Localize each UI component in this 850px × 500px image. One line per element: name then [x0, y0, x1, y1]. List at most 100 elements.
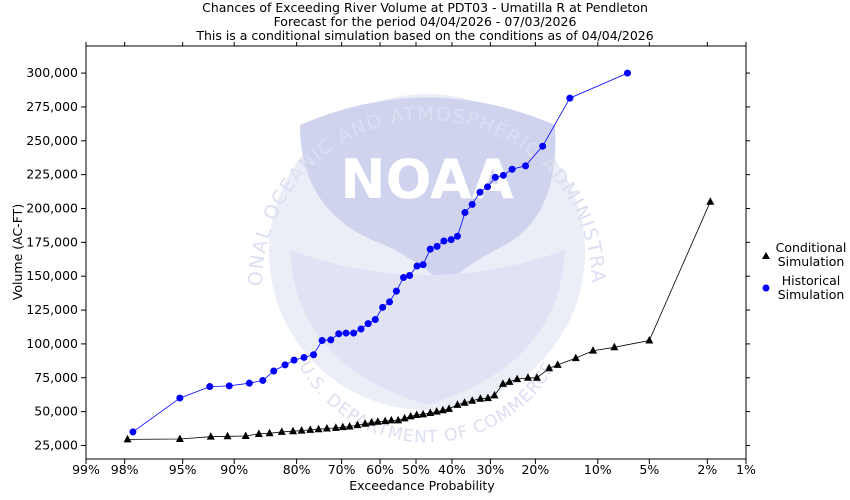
x-tick-label: 80%	[283, 462, 311, 477]
conditional-point	[331, 423, 340, 431]
conditional-point	[254, 429, 263, 437]
conditional-point	[553, 360, 562, 368]
y-tick-label: 250,000	[26, 133, 78, 148]
x-tick-label: 50%	[402, 462, 430, 477]
historical-point	[440, 237, 448, 245]
conditional-point	[206, 432, 215, 440]
historical-point	[447, 236, 455, 244]
historical-point	[129, 428, 137, 436]
conditional-point	[589, 346, 598, 354]
y-tick-label: 175,000	[26, 234, 78, 249]
historical-point	[357, 325, 365, 333]
conditional-point	[706, 197, 715, 205]
historical-point	[327, 336, 335, 344]
conditional-point	[498, 379, 507, 387]
conditional-point	[381, 416, 390, 425]
legend-historical-line1: Historical	[781, 273, 841, 288]
watermark-noaa-text: NOAA	[340, 148, 513, 211]
x-tick-label: 10%	[584, 462, 612, 477]
conditional-point	[400, 413, 409, 422]
historical-point	[484, 183, 492, 191]
conditional-point	[545, 363, 554, 372]
legend-conditional-line2: Simulation	[777, 254, 845, 269]
conditional-point	[123, 434, 132, 443]
historical-point	[290, 356, 298, 364]
y-tick-label: 200,000	[26, 200, 78, 215]
historical-point	[461, 209, 469, 217]
historical-point	[176, 394, 184, 402]
conditional-point	[505, 377, 514, 385]
conditional-point	[297, 426, 306, 434]
y-tick-label: 125,000	[26, 302, 78, 317]
conditional-point	[406, 411, 415, 420]
conditional-point	[445, 404, 454, 412]
y-axis: 25,000 50,000 75,000 100,000 125,000 150,000 1…	[26, 65, 750, 452]
conditional-point	[361, 419, 370, 427]
historical-point	[281, 361, 289, 369]
x-tick-label: 1%	[736, 462, 756, 477]
y-tick-label: 100,000	[26, 336, 78, 351]
historical-point	[623, 69, 631, 77]
legend-circle-marker	[762, 284, 770, 292]
conditional-point	[483, 393, 492, 402]
y-tick-label: 50,000	[34, 404, 78, 419]
conditional-point	[277, 427, 286, 435]
historical-point	[300, 353, 308, 361]
historical-point	[499, 171, 507, 179]
conditional-point	[241, 431, 250, 439]
conditional-point	[513, 374, 522, 383]
x-tick-label: 2%	[697, 462, 717, 477]
conditional-point	[571, 353, 580, 362]
conditional-point	[265, 428, 274, 437]
y-tick-label: 225,000	[26, 167, 78, 182]
historical-point	[413, 262, 421, 270]
y-tick-label: 300,000	[26, 65, 78, 80]
y-tick-label: 75,000	[34, 370, 78, 385]
historical-point	[386, 298, 394, 306]
conditional-point	[468, 396, 477, 404]
y-tick-label: 150,000	[26, 268, 78, 283]
historical-point	[468, 200, 476, 208]
historical-point	[270, 367, 278, 375]
conditional-point	[322, 424, 331, 432]
conditional-point	[610, 342, 619, 351]
y-axis-label: Volume (AC-FT)	[10, 204, 25, 300]
x-axis: 99% 98% 95% 90% 80% 70% 60% 50% 40% 30% 20% 10% 5% 2%…	[72, 42, 756, 477]
conditional-point	[345, 422, 354, 430]
historical-point	[508, 165, 516, 173]
historical-point	[371, 316, 379, 324]
conditional-point	[532, 373, 541, 381]
legend-historical-line2: Simulation	[777, 287, 845, 302]
y-tick-label: 275,000	[26, 99, 78, 114]
x-tick-label: 99%	[72, 462, 100, 477]
historical-point	[419, 261, 427, 269]
x-tick-label: 70%	[328, 462, 356, 477]
conditional-point	[460, 398, 469, 406]
conditional-point	[523, 373, 532, 381]
conditional-point	[306, 425, 315, 433]
x-tick-label: 90%	[220, 462, 248, 477]
conditional-point	[223, 431, 232, 440]
chart-title-line2: Forecast for the period 04/04/2026 - 07/…	[273, 14, 577, 29]
historical-point	[335, 330, 343, 338]
conditional-point	[289, 426, 298, 435]
conditional-point	[387, 415, 396, 424]
historical-point	[364, 320, 372, 328]
historical-point	[392, 287, 400, 295]
x-tick-label: 98%	[111, 462, 139, 477]
conditional-point	[438, 405, 447, 414]
x-tick-label: 60%	[366, 462, 394, 477]
x-tick-label: 30%	[476, 462, 504, 477]
historical-point	[433, 242, 441, 250]
historical-point	[426, 245, 434, 253]
historical-point	[566, 94, 574, 102]
historical-point	[400, 274, 408, 282]
historical-point	[379, 303, 387, 311]
conditional-point	[490, 390, 499, 399]
chart-title-line1: Chances of Exceeding River Volume at PDT…	[202, 0, 648, 15]
historical-point	[259, 376, 267, 384]
watermark-bird-shape	[300, 97, 556, 285]
historical-point	[245, 379, 253, 387]
conditional-point	[314, 424, 323, 433]
conditional-point	[353, 420, 362, 429]
